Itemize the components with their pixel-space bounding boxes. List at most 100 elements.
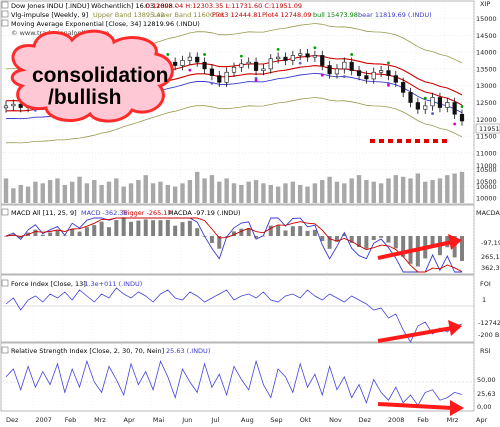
bull-marker [350,53,354,56]
volume-bar [172,186,178,203]
volume-bar [136,180,141,203]
bull-marker [276,48,280,51]
candle-body [18,103,23,108]
signal-marker [188,68,192,72]
macd-histogram-bar [4,236,8,237]
legend-plot4: Plot4 12748.09 [262,11,311,19]
candle-body [231,66,237,73]
candle-body [386,70,391,76]
candle-body [180,60,185,66]
macd-value-label: -97,19 [481,239,500,247]
price-tick-label: 10500 [476,166,497,174]
volume-tick-label: 10000 [476,195,497,203]
volume-bar [415,173,421,203]
volume-bar [114,178,119,203]
volume-bar [253,180,259,203]
x-tick-label: Feb [417,416,429,424]
macd-histogram-bar [460,236,464,262]
force-value: -1.3e+011 (.INDU) [82,280,142,288]
candle-body [298,53,303,56]
volume-bar [268,184,273,203]
candle-body [445,102,450,108]
volume-bar [327,176,332,203]
macd-histogram-bar [334,236,339,242]
volume-bar [121,186,126,203]
volume-bar [128,183,134,203]
macd-histogram-bar [254,236,259,238]
macd-histogram-bar [232,231,236,236]
candle-body [371,71,376,80]
bull-marker [460,105,464,108]
candle-body [364,75,369,80]
legend-bull: bull 15473.98 [313,11,358,19]
macd-histogram-bar [239,228,244,236]
bear-marker [210,81,214,85]
volume-bar [143,175,148,203]
signal-marker [254,78,258,82]
trigger-value: Trigger -265.17 [121,209,172,217]
red-arrows [377,234,464,416]
macd-value-label: 362,3 [481,264,500,272]
price-tick-label: 14500 [476,32,497,40]
volume-bar [386,178,391,203]
force-indicator [2,287,474,343]
candle-body [349,61,354,71]
macd-histogram-bar [349,236,354,243]
candle-body [459,113,465,122]
volume-bar [3,178,9,203]
volume-bar [246,181,251,203]
macd-histogram-bar [48,232,53,236]
volume-bar [364,180,369,203]
cloud-shape-icon [10,29,174,123]
legend-row1-ohlc: O:11893.04 H:12303.35 L:11731.60 C:11951… [145,2,302,10]
annotation-line1: consolidation [32,64,169,87]
price-tick-label: 12000 [476,116,497,124]
legend-row1-prefix: Dow Jones INDU [.INDU] Wöchentlich] 16.0… [11,2,178,10]
macd-histogram-bar [99,221,104,236]
volume-bar [231,183,237,203]
rsi-tick: 50,00 [477,376,496,384]
candle-body [276,56,281,60]
price-axis-title: XIP [480,0,490,8]
volume-bar [312,183,318,203]
candle-body [430,97,435,107]
candle-body [173,61,178,66]
candle-body [268,58,273,70]
price-tick-label: 12500 [476,99,497,107]
bull-marker [387,61,390,65]
macd-histogram-bar [40,234,45,236]
price-tick-label: 11500 [476,133,497,141]
legend-row2-prefix: Vlg-impulse [Weekly, 9] [11,11,88,19]
macd-histogram-bar [268,225,273,236]
legend-row3: Moving Average Exponential [Close, 34] 1… [11,20,200,28]
volume-bar [84,183,90,203]
trigger-line [5,217,463,273]
candle-body [334,68,340,75]
volume-bar [55,178,60,203]
force-title: Force Index [Close, 13] [11,280,86,288]
x-tick-label: Dez [6,416,19,424]
macd-histogram-bar [33,229,38,236]
volume-bar [371,181,376,203]
annotation-line2: /bullish [48,86,122,109]
force-legend: Force Index [Close, 13] -1.3e+011 (.INDU… [1,279,500,339]
x-tick-label: Apr [124,416,136,424]
bear-marker [387,81,390,85]
macd-histogram-bar [217,236,222,249]
price-tick-label: 13000 [476,82,497,90]
candle-body [342,61,347,70]
macd-line [5,217,462,273]
volume-bar [423,181,428,203]
volume-tick-label: 11000 [476,162,497,170]
macd-histogram-bar [209,236,214,243]
macd-histogram-bar [143,219,148,236]
last-price-label: 11951 [479,125,500,133]
volume-bar [69,181,75,203]
rsi-tick: 0,00 [477,403,491,411]
volume-bar [305,186,310,203]
rsi-tick: 25,63 [477,390,496,398]
volume-bar [393,175,399,203]
volume-bar [342,183,347,203]
candle-body [401,82,406,93]
